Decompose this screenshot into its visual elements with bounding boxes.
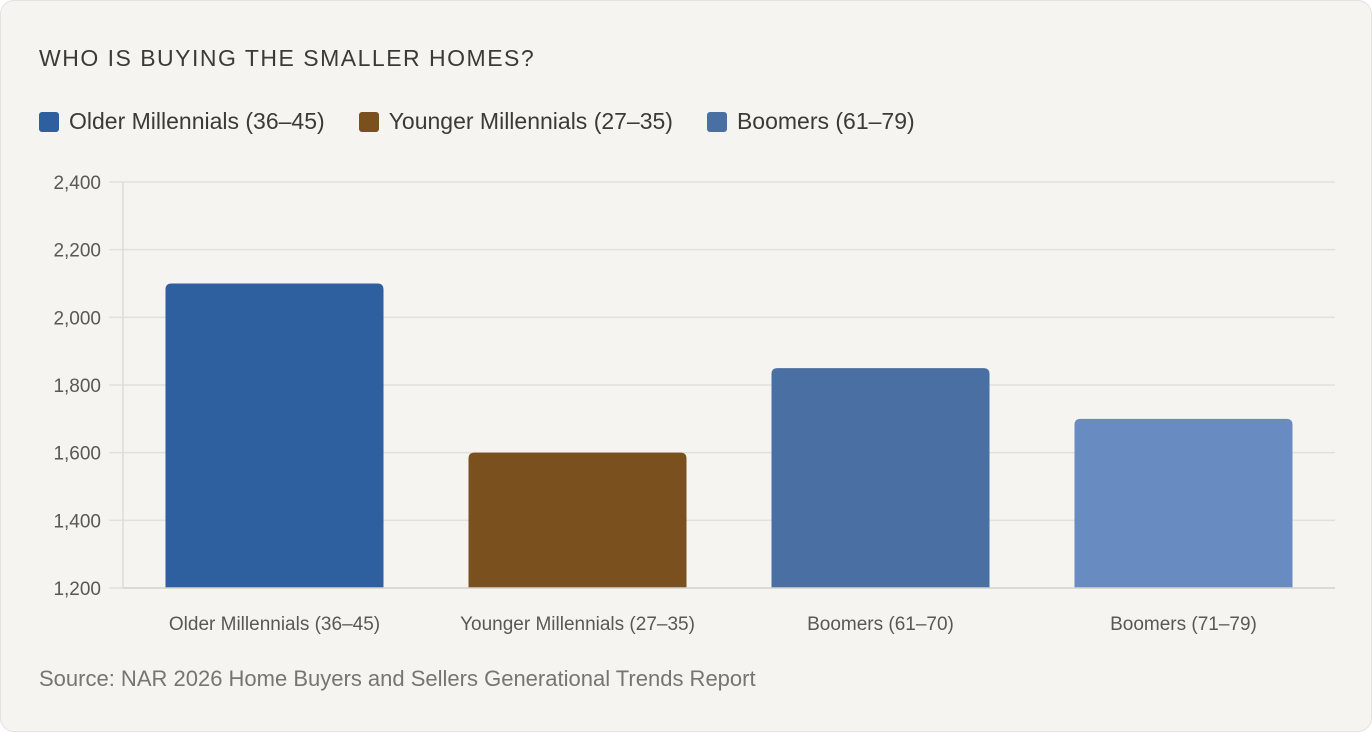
x-tick-label: Younger Millennials (27–35) [460, 614, 695, 635]
bar [165, 283, 384, 588]
bar [1074, 418, 1293, 588]
y-tick-label: 2,000 [53, 308, 101, 329]
legend-item-younger-millennials: Younger Millennials (27–35) [358, 108, 673, 135]
y-tick-label: 2,400 [53, 173, 101, 194]
x-tick-label: Boomers (71–79) [1110, 614, 1257, 635]
legend-label: Younger Millennials (27–35) [388, 108, 673, 134]
legend-swatch [706, 111, 727, 132]
legend-item-older-millennials: Older Millennials (36–45) [39, 108, 325, 135]
y-tick-label: 1,400 [53, 511, 101, 532]
bar [771, 368, 990, 588]
y-tick-label: 1,800 [53, 376, 101, 397]
legend-label: Older Millennials (36–45) [69, 108, 325, 134]
x-tick-label: Boomers (61–70) [807, 614, 954, 635]
legend-item-boomers: Boomers (61–79) [706, 108, 915, 135]
legend-label: Boomers (61–79) [736, 108, 915, 134]
y-tick-label: 1,200 [53, 579, 101, 600]
y-tick-label: 2,200 [53, 241, 101, 262]
bar [468, 452, 687, 588]
chart-title: WHO IS BUYING THE SMALLER HOMES? [39, 45, 536, 71]
x-tick-label: Older Millennials (36–45) [169, 614, 380, 635]
legend-swatch [358, 111, 379, 132]
legend-swatch [39, 111, 59, 132]
source-note: Source: NAR 2026 Home Buyers and Sellers… [39, 666, 756, 691]
y-tick-label: 1,600 [53, 444, 101, 465]
legend: Older Millennials (36–45) Younger Millen… [39, 108, 915, 135]
